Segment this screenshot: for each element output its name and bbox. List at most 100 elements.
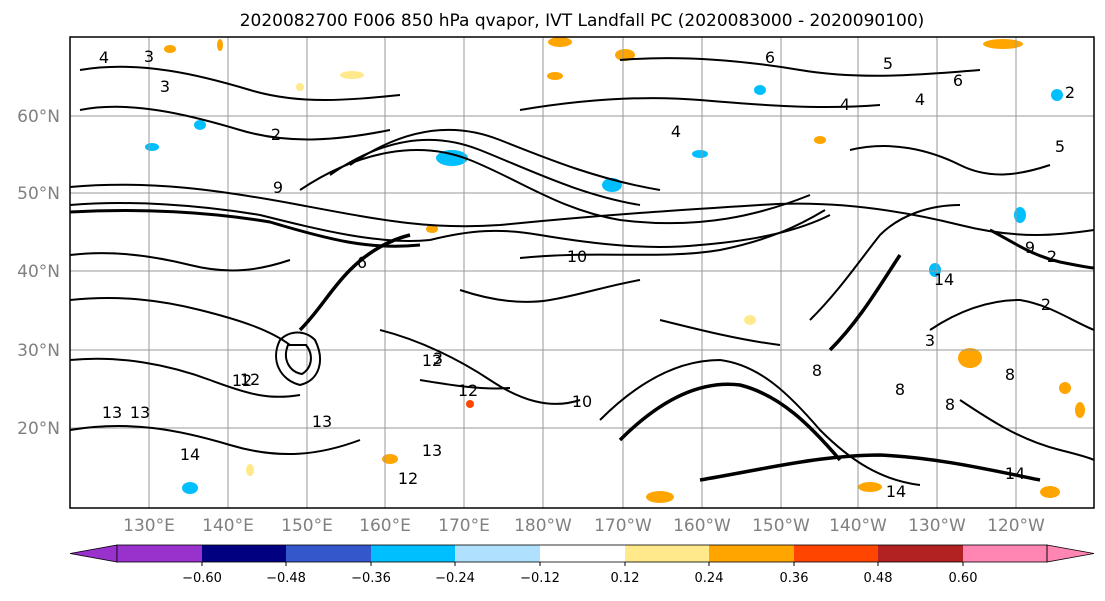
shaded-patch bbox=[983, 39, 1023, 49]
contour-label: 4 bbox=[840, 95, 850, 114]
contour-label: 10 bbox=[572, 392, 592, 411]
shaded-patch bbox=[296, 83, 304, 91]
shaded-patch bbox=[858, 482, 882, 492]
colorbar-segment bbox=[540, 545, 625, 562]
contour-line bbox=[929, 298, 1095, 331]
contour-label: 4 bbox=[671, 122, 681, 141]
contour-label: 9 bbox=[1025, 238, 1035, 257]
lat-label: 40°N bbox=[17, 262, 60, 282]
contour-lines bbox=[69, 57, 1095, 486]
contour-label: 14 bbox=[1005, 464, 1025, 483]
contour-label: 2 bbox=[1065, 83, 1075, 102]
colorbar: −0.60 −0.48 −0.36 −0.24 −0.12 0.12 0.24 0.36 0.4… bbox=[69, 544, 1095, 586]
colorbar-tick-label: −0.12 bbox=[520, 571, 560, 586]
lon-label: 140°E bbox=[202, 516, 254, 536]
longitude-labels: 130°E 140°E 150°E 160°E 170°E 180°W 170°W 160°W… bbox=[123, 516, 1045, 536]
contour-label: 8 bbox=[812, 361, 822, 380]
contour-label: 9 bbox=[273, 178, 283, 197]
contour-line bbox=[459, 279, 641, 303]
colorbar-tick-label: −0.24 bbox=[435, 571, 475, 586]
shaded-patch bbox=[246, 464, 254, 476]
lon-label: 150°E bbox=[281, 516, 333, 536]
contour-label: 6 bbox=[953, 71, 963, 90]
contour-label: 13 bbox=[312, 412, 332, 431]
contour-line bbox=[79, 105, 391, 141]
contour-label: 8 bbox=[1005, 365, 1015, 384]
shaded-patch bbox=[615, 49, 635, 61]
shaded-patch bbox=[194, 120, 206, 130]
shaded-patch bbox=[547, 72, 563, 80]
colorbar-outline bbox=[116, 544, 1048, 563]
shaded-patch bbox=[1014, 207, 1026, 223]
colorbar-segment bbox=[371, 545, 455, 562]
contour-line bbox=[519, 209, 826, 259]
colorbar-tick-label: 0.12 bbox=[611, 571, 640, 586]
contour-line bbox=[69, 183, 1095, 236]
contour-line bbox=[959, 399, 1095, 461]
contour-line bbox=[619, 57, 981, 77]
contour-line bbox=[849, 144, 1051, 176]
contour-line bbox=[419, 379, 511, 390]
contour-label: 10 bbox=[567, 247, 587, 266]
map-title: 2020082700 F006 850 hPa qvapor, IVT Land… bbox=[240, 11, 925, 31]
contour-line bbox=[284, 344, 312, 376]
shaded-patch bbox=[548, 37, 572, 47]
lon-label: 140°W bbox=[829, 516, 887, 536]
contour-line bbox=[275, 331, 321, 387]
shaded-patch bbox=[145, 143, 159, 151]
contour-label: 2 bbox=[271, 125, 281, 144]
lat-label: 50°N bbox=[17, 184, 60, 204]
latitude-labels: 60°N 50°N 40°N 30°N 20°N bbox=[17, 107, 60, 439]
shaded-patch bbox=[182, 482, 198, 494]
contour-line bbox=[618, 382, 842, 462]
contour-line bbox=[519, 97, 881, 111]
shaded-patch bbox=[340, 71, 364, 79]
lon-label: 130°E bbox=[123, 516, 175, 536]
contour-line bbox=[989, 228, 1095, 270]
contour-label: 6 bbox=[357, 253, 367, 272]
shaded-patch bbox=[646, 491, 674, 503]
contour-label: 14 bbox=[886, 482, 906, 501]
shaded-patch bbox=[692, 150, 708, 158]
colorbar-tick-label: 0.36 bbox=[780, 571, 809, 586]
shaded-patch bbox=[958, 348, 982, 368]
colorbar-segment bbox=[878, 545, 963, 562]
contour-line bbox=[329, 138, 641, 206]
contour-label: 8 bbox=[945, 395, 955, 414]
contour-label: 5 bbox=[883, 54, 893, 73]
shaded-patch bbox=[382, 454, 398, 464]
contour-line bbox=[599, 358, 921, 486]
shaded-patch bbox=[929, 263, 941, 277]
lat-label: 30°N bbox=[17, 341, 60, 361]
contour-line bbox=[79, 65, 401, 101]
contour-label: 14 bbox=[180, 445, 200, 464]
contour-label: 12 bbox=[232, 371, 252, 390]
shaded-patch bbox=[1040, 486, 1060, 498]
contour-line bbox=[349, 128, 661, 191]
colorbar-segment bbox=[794, 545, 878, 562]
contour-line bbox=[69, 202, 431, 242]
contour-line bbox=[699, 453, 1041, 482]
lon-label: 120°W bbox=[987, 516, 1045, 536]
contour-label: 14 bbox=[934, 270, 954, 289]
lon-label: 160°E bbox=[359, 516, 411, 536]
contour-line bbox=[69, 252, 291, 272]
lon-label: 160°W bbox=[673, 516, 731, 536]
contour-label: 12 bbox=[240, 370, 260, 389]
contour-line bbox=[828, 254, 902, 352]
lon-label: 170°W bbox=[594, 516, 652, 536]
colorbar-tick-label: −0.36 bbox=[351, 571, 391, 586]
colorbar-extend-max bbox=[1046, 544, 1095, 563]
lon-label: 130°W bbox=[908, 516, 966, 536]
map-frame bbox=[69, 36, 1095, 509]
contour-label: 4 bbox=[99, 48, 109, 67]
contour-label: 8 bbox=[895, 380, 905, 399]
contour-label: 3 bbox=[433, 349, 443, 368]
colorbar-tick-label: −0.48 bbox=[266, 571, 306, 586]
colorbar-segment bbox=[117, 545, 202, 562]
colorbar-segment bbox=[709, 545, 794, 562]
contour-line bbox=[379, 329, 581, 405]
colorbar-segment bbox=[625, 545, 709, 562]
